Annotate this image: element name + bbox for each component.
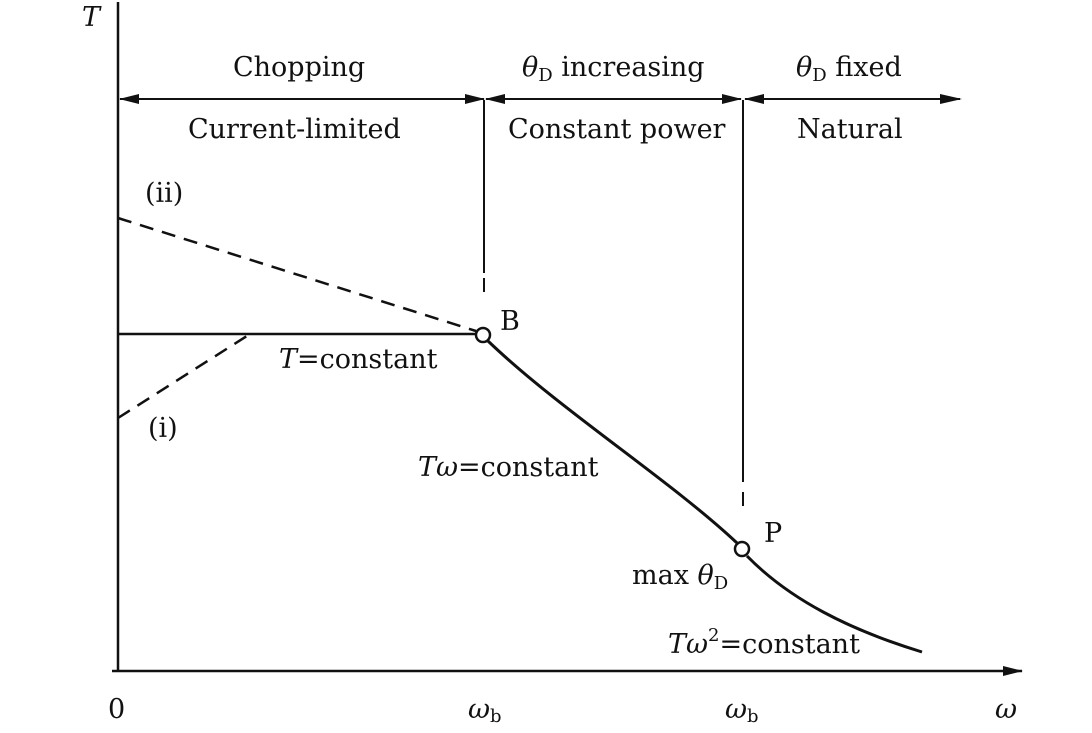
label-theta-increasing: θD increasing <box>522 52 705 86</box>
second-speed-tick-label: ωb <box>725 694 759 727</box>
point-p-marker <box>733 540 751 558</box>
label-tw-constant: Tω=constant <box>418 452 599 483</box>
label-max-theta: max θD <box>632 560 728 594</box>
base-speed-tick-label: ωb <box>468 694 502 727</box>
curve-ii-dashed <box>117 216 477 333</box>
label-point-p: P <box>764 518 782 549</box>
label-curve-ii: (ii) <box>145 178 183 209</box>
label-constant-power: Constant power <box>508 114 726 145</box>
label-point-b: B <box>500 306 520 337</box>
label-t-constant: T=constant <box>279 344 438 375</box>
label-theta-fixed: θD fixed <box>796 52 902 86</box>
label-natural: Natural <box>797 114 903 145</box>
point-b-marker <box>474 326 492 344</box>
label-tw2-constant: Tω2=constant <box>668 625 860 660</box>
curve-tw2-constant <box>745 554 923 654</box>
label-current-limited: Current-limited <box>188 114 401 145</box>
x-axis-label: ω <box>995 694 1017 725</box>
label-curve-i: (i) <box>148 413 178 444</box>
y-axis-label: T <box>82 2 102 33</box>
origin-label: 0 <box>108 694 125 725</box>
curve-i-dashed <box>117 332 251 420</box>
label-chopping: Chopping <box>233 52 365 83</box>
curve-tw-constant <box>486 339 739 545</box>
region-arrow-natural-head <box>940 94 962 104</box>
